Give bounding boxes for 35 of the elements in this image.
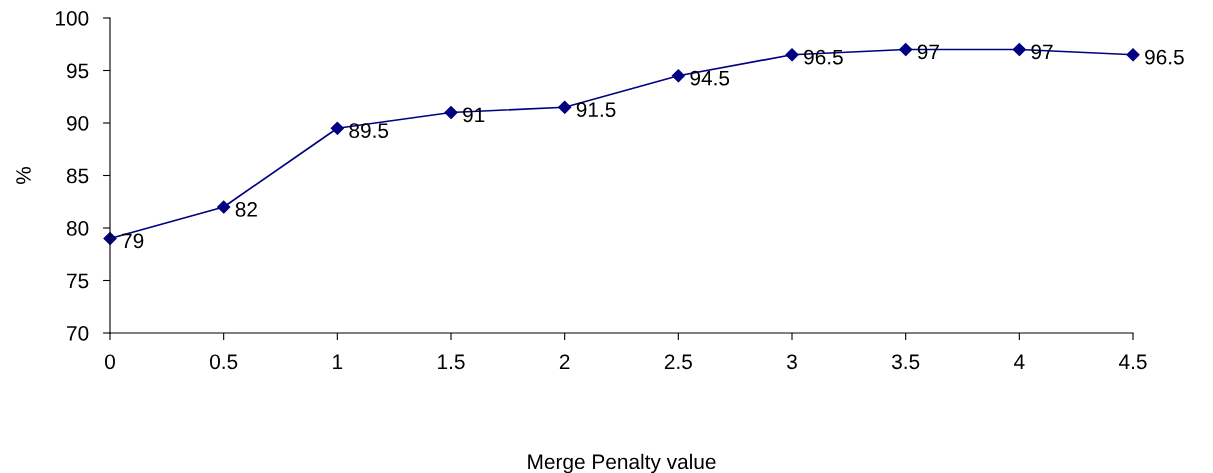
data-label: 91.5 (576, 102, 616, 118)
point (899, 42, 913, 57)
data-label: 96.5 (1145, 49, 1184, 65)
x-axis-title: Merge Penalty value (528, 453, 716, 473)
point (1126, 48, 1140, 62)
x-tick-label: 0 (105, 354, 115, 370)
data-label: 94.5 (690, 70, 730, 86)
y-tick-label: 85 (66, 168, 89, 184)
y-tick-label: 95 (66, 63, 89, 79)
point (217, 200, 231, 214)
x-tick-label: 2.5 (664, 354, 692, 370)
y-tick-label: 75 (67, 273, 89, 289)
y-tick-label: 90 (66, 116, 89, 131)
x-tick-label: 3 (787, 354, 797, 370)
data-label: 96.5 (804, 49, 843, 65)
point (444, 105, 458, 120)
point (558, 100, 572, 114)
x-tick-label: 0.5 (210, 354, 238, 370)
x-tick-label: 1 (333, 354, 343, 369)
x-tick-label: 2 (559, 354, 570, 369)
point (1012, 42, 1026, 57)
x-tick-label: 1.5 (438, 354, 465, 370)
y-axis-title: % (16, 166, 31, 185)
data-label: 79 (122, 233, 144, 249)
x-tick-label: 4.5 (1119, 354, 1147, 370)
point (671, 69, 685, 83)
data-label: 82 (235, 202, 257, 217)
y-tick-label: 80 (66, 221, 89, 236)
point (330, 121, 344, 135)
x-tick-label: 3.5 (891, 354, 920, 370)
y-tick-label: 70 (67, 326, 89, 341)
data-label: 89.5 (349, 123, 389, 139)
point (785, 48, 799, 62)
x-tick-label: 4 (1014, 354, 1025, 369)
y-tick-label: 100 (56, 11, 89, 26)
